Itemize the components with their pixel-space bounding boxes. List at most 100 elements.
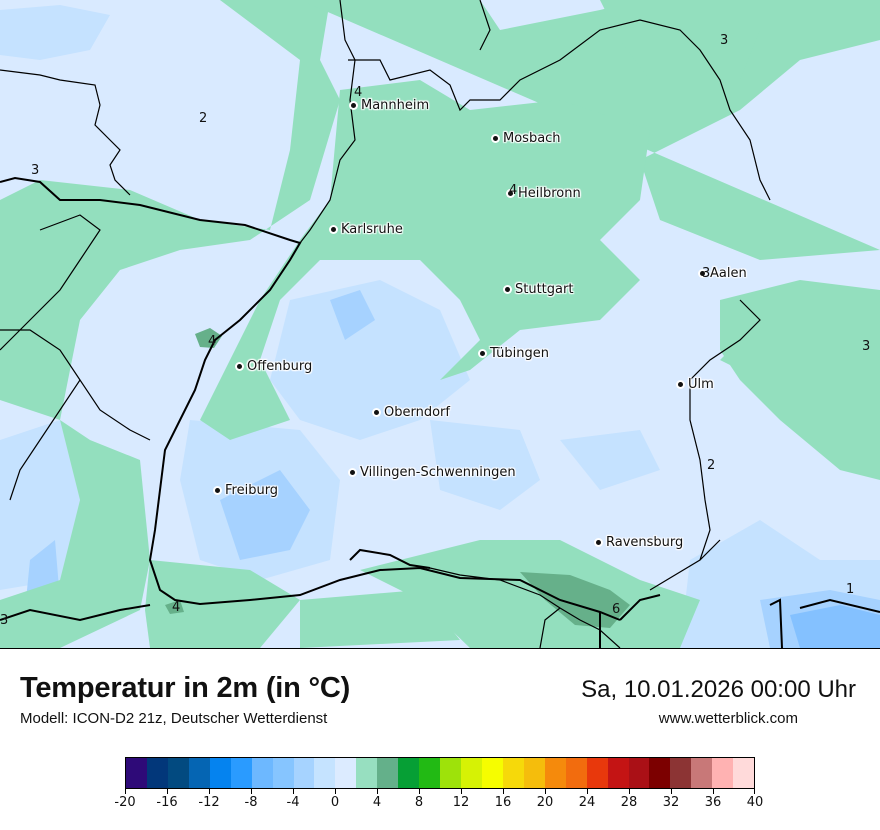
temperature-colorbar [125, 757, 755, 789]
colorbar-ticks: -20 -16 -12 -8 -4 0 4 8 12 16 20 24 28 32 36 40 [114, 789, 763, 817]
colorbar-segment [565, 758, 587, 788]
cold-areas [0, 5, 880, 648]
contour-label: 2 [707, 458, 716, 473]
colorbar-segment [628, 758, 650, 788]
colorbar-tick [671, 789, 672, 794]
city-label: Mosbach [503, 131, 561, 146]
contour-label: 4 [354, 85, 363, 100]
colorbar-segment [335, 758, 357, 788]
colorbar-segment [544, 758, 566, 788]
colorbar-tick-label: 32 [662, 795, 680, 810]
city-marker: Villingen-Schwenningen [350, 465, 516, 480]
colorbar-tick [461, 789, 462, 794]
city-label: Oberndorf [384, 405, 450, 420]
map-title: Temperatur in 2m (in °C) [20, 672, 351, 704]
city-dot-icon [351, 103, 356, 108]
colorbar-tick [419, 789, 420, 794]
colorbar-tick [377, 789, 378, 794]
city-marker: Mannheim [351, 98, 429, 113]
city-label: Karlsruhe [341, 222, 403, 237]
city-dot-icon [480, 351, 485, 356]
city-dot-icon [350, 470, 355, 475]
website-link[interactable]: www.wetterblick.com [658, 710, 798, 727]
colorbar-tick [503, 789, 504, 794]
colorbar-tick-label: 0 [330, 795, 340, 810]
colorbar-tick [251, 789, 252, 794]
contour-label: 6 [612, 602, 621, 617]
colorbar-tick [209, 789, 210, 794]
city-marker: Aalen [700, 266, 747, 281]
colorbar-segment [314, 758, 336, 788]
colorbar-segment [209, 758, 231, 788]
colorbar-segment [461, 758, 482, 788]
colorbar-tick-label: 20 [536, 795, 554, 810]
colorbar-segment [670, 758, 692, 788]
colorbar-segment [586, 758, 608, 788]
colorbar-tick-label: 24 [578, 795, 596, 810]
colorbar-segment [188, 758, 210, 788]
colorbar-tick-label: -8 [244, 795, 258, 810]
colorbar-tick-label: -12 [198, 795, 220, 810]
contour-label: 3 [720, 33, 729, 48]
city-dot-icon [331, 227, 336, 232]
colorbar-segment [230, 758, 252, 788]
colorbar-tick [713, 789, 714, 794]
colorbar-tick-label: 36 [704, 795, 722, 810]
colorbar-tick-label: 28 [620, 795, 638, 810]
contour-label: 3 [862, 339, 871, 354]
city-dot-icon [374, 410, 379, 415]
city-dot-icon [700, 271, 705, 276]
colorbar-segment [398, 758, 420, 788]
colorbar-segment [146, 758, 168, 788]
contour-label: 4 [172, 600, 181, 615]
colorbar-segment [293, 758, 315, 788]
city-marker: Mosbach [493, 131, 561, 146]
city-label: Heilbronn [518, 186, 581, 201]
colorbar-segment [356, 758, 378, 788]
colorbar-segment [523, 758, 545, 788]
colorbar-tick-label: 4 [372, 795, 382, 810]
colorbar-tick [754, 789, 755, 794]
colorbar-segment [649, 758, 671, 788]
city-label: Offenburg [247, 359, 313, 374]
colorbar-segment [272, 758, 294, 788]
contour-label: 2 [199, 111, 208, 126]
city-label: Ulm [688, 377, 714, 392]
city-marker: Oberndorf [374, 405, 450, 420]
colorbar-tick [629, 789, 630, 794]
forecast-datetime: Sa, 10.01.2026 00:00 Uhr [581, 676, 856, 703]
colorbar-segment [502, 758, 524, 788]
colorbar-tick [545, 789, 546, 794]
contour-label: 3 [31, 163, 40, 178]
colorbar-tick-label: 16 [494, 795, 512, 810]
city-marker: Ravensburg [596, 535, 683, 550]
contour-label: 4 [509, 183, 518, 198]
colorbar-segment [481, 758, 503, 788]
city-dot-icon [215, 488, 220, 493]
city-dot-icon [678, 382, 683, 387]
contour-label: 1 [846, 582, 855, 597]
city-marker: Offenburg [237, 359, 312, 374]
city-dot-icon [493, 136, 498, 141]
city-label: Freiburg [225, 483, 279, 498]
city-label: Aalen [710, 266, 747, 281]
city-marker: Stuttgart [505, 282, 573, 297]
colorbar-tick-label: 8 [414, 795, 424, 810]
colorbar-segment [251, 758, 273, 788]
city-label: Stuttgart [515, 282, 574, 297]
contour-label: 4 [208, 334, 217, 349]
city-label: Villingen-Schwenningen [360, 465, 516, 480]
colorbar-segment [419, 758, 441, 788]
colorbar-segment [440, 758, 461, 788]
city-marker: Freiburg [215, 483, 278, 498]
colorbar-tick [125, 789, 126, 794]
city-marker: Ulm [678, 377, 714, 392]
colorbar-tick-label: 12 [452, 795, 470, 810]
colorbar-tick [293, 789, 294, 794]
colorbar-tick [587, 789, 588, 794]
temperature-map: Mannheim Mosbach Heilbronn Karlsruhe Aalen St… [0, 0, 880, 649]
colorbar-tick-label: -16 [156, 795, 178, 810]
city-marker: Karlsruhe [331, 222, 403, 237]
temperature-field [0, 0, 880, 648]
borders-thin [0, 0, 771, 648]
